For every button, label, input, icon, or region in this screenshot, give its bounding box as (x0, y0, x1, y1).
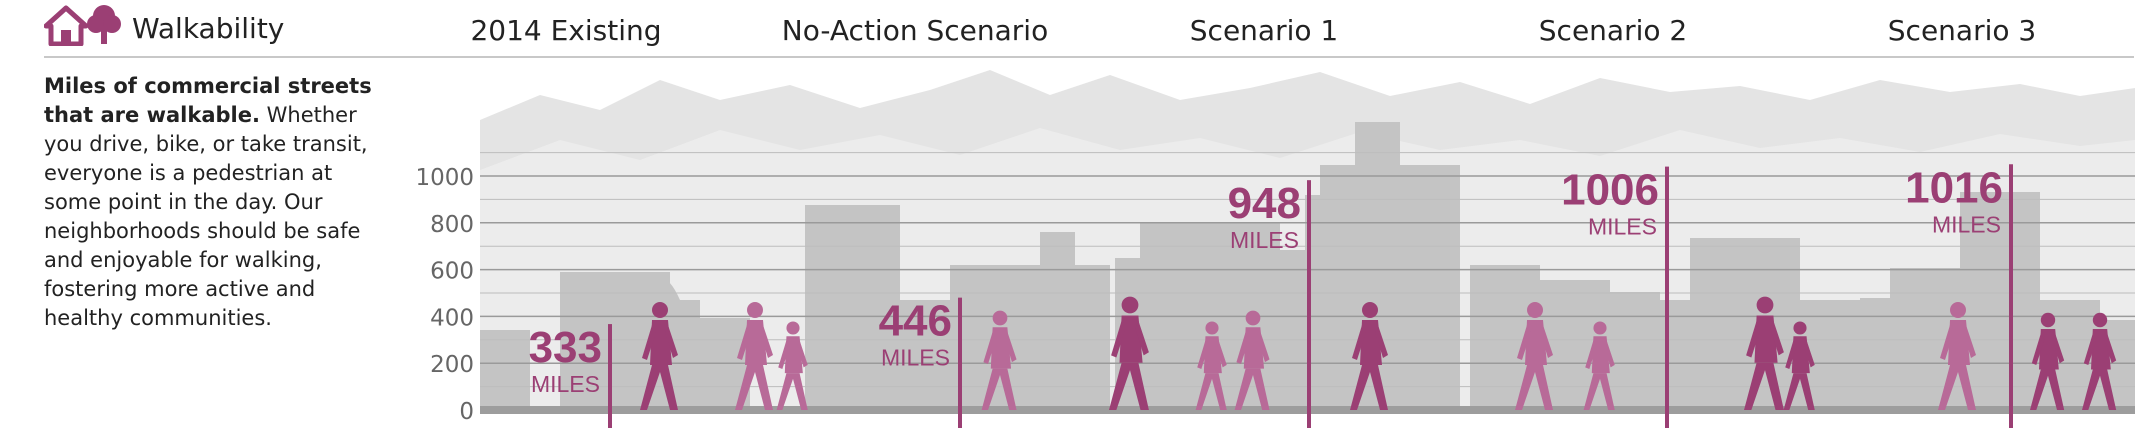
building (1960, 192, 2040, 410)
pedestrian-figure (1938, 302, 1976, 410)
value-bar-1 (608, 324, 612, 428)
pedestrian-figure (1195, 321, 1227, 410)
y-tick-label: 1000 (415, 165, 474, 191)
pedestrian-figure (2082, 312, 2117, 410)
value-label-1: 333 (529, 323, 602, 372)
pedestrian-figure (1744, 296, 1784, 410)
pedestrian-figure (640, 302, 678, 410)
value-bar-3 (1307, 180, 1311, 428)
column-header-no-action: No-Action Scenario (781, 14, 1049, 47)
y-tick-label: 0 (459, 399, 474, 425)
unit-label-4: MILES (1588, 214, 1657, 240)
y-tick-label: 400 (430, 305, 474, 331)
header: Walkability 2014 Existing No-Action Scen… (0, 0, 2139, 58)
unit-label-3: MILES (1230, 227, 1299, 253)
pedestrian-figure (776, 321, 808, 410)
description-heading: Miles of commercial streets that are wal… (44, 74, 372, 127)
dome (640, 277, 680, 300)
house-tree-icon (44, 5, 121, 46)
unit-label-2: MILES (881, 345, 950, 371)
value-bar-2 (958, 297, 962, 428)
value-label-4: 1006 (1561, 166, 1659, 215)
pedestrian-figure (1109, 296, 1149, 410)
chart-marks: 333MILES446MILES948MILES1006MILES1016MIL… (529, 163, 2013, 428)
column-header-scenario-1: Scenario 1 (1189, 14, 1339, 47)
pedestrian-figure (2030, 312, 2065, 410)
value-label-2: 446 (879, 297, 952, 346)
building (805, 205, 900, 410)
y-tick-label: 600 (430, 259, 474, 285)
y-axis: 0 200 400 600 800 1000 (415, 165, 474, 425)
pedestrian-figure (1515, 302, 1553, 410)
value-label-5: 1016 (1905, 163, 2003, 212)
pedestrian-figure (735, 302, 773, 410)
column-header-scenario-3: Scenario 3 (1887, 14, 2037, 47)
value-bar-5 (2009, 164, 2013, 428)
building (1645, 300, 1695, 410)
header-divider (44, 56, 2134, 58)
column-header-existing: 2014 Existing (470, 14, 662, 47)
pedestrian-figure (1350, 302, 1388, 410)
y-tick-label: 200 (430, 352, 474, 378)
unit-label-1: MILES (531, 371, 600, 397)
y-tick-label: 800 (430, 212, 474, 238)
pedestrian-figure (1583, 321, 1615, 410)
value-label-3: 948 (1228, 179, 1301, 228)
description-body: Whether you drive, bike, or take transit… (44, 103, 368, 330)
pedestrian-figure (1234, 310, 1270, 410)
value-bar-4 (1665, 166, 1669, 428)
description: Miles of commercial streets that are wal… (44, 72, 394, 333)
unit-label-5: MILES (1932, 211, 2001, 237)
section-title: Walkability (132, 12, 285, 45)
building (1690, 238, 1800, 410)
pedestrian-figure (981, 310, 1017, 410)
pedestrian-figure (1783, 321, 1815, 410)
column-header-scenario-2: Scenario 2 (1538, 14, 1688, 47)
pedestrians (640, 296, 2117, 410)
building (480, 330, 530, 410)
building (1040, 232, 1075, 410)
